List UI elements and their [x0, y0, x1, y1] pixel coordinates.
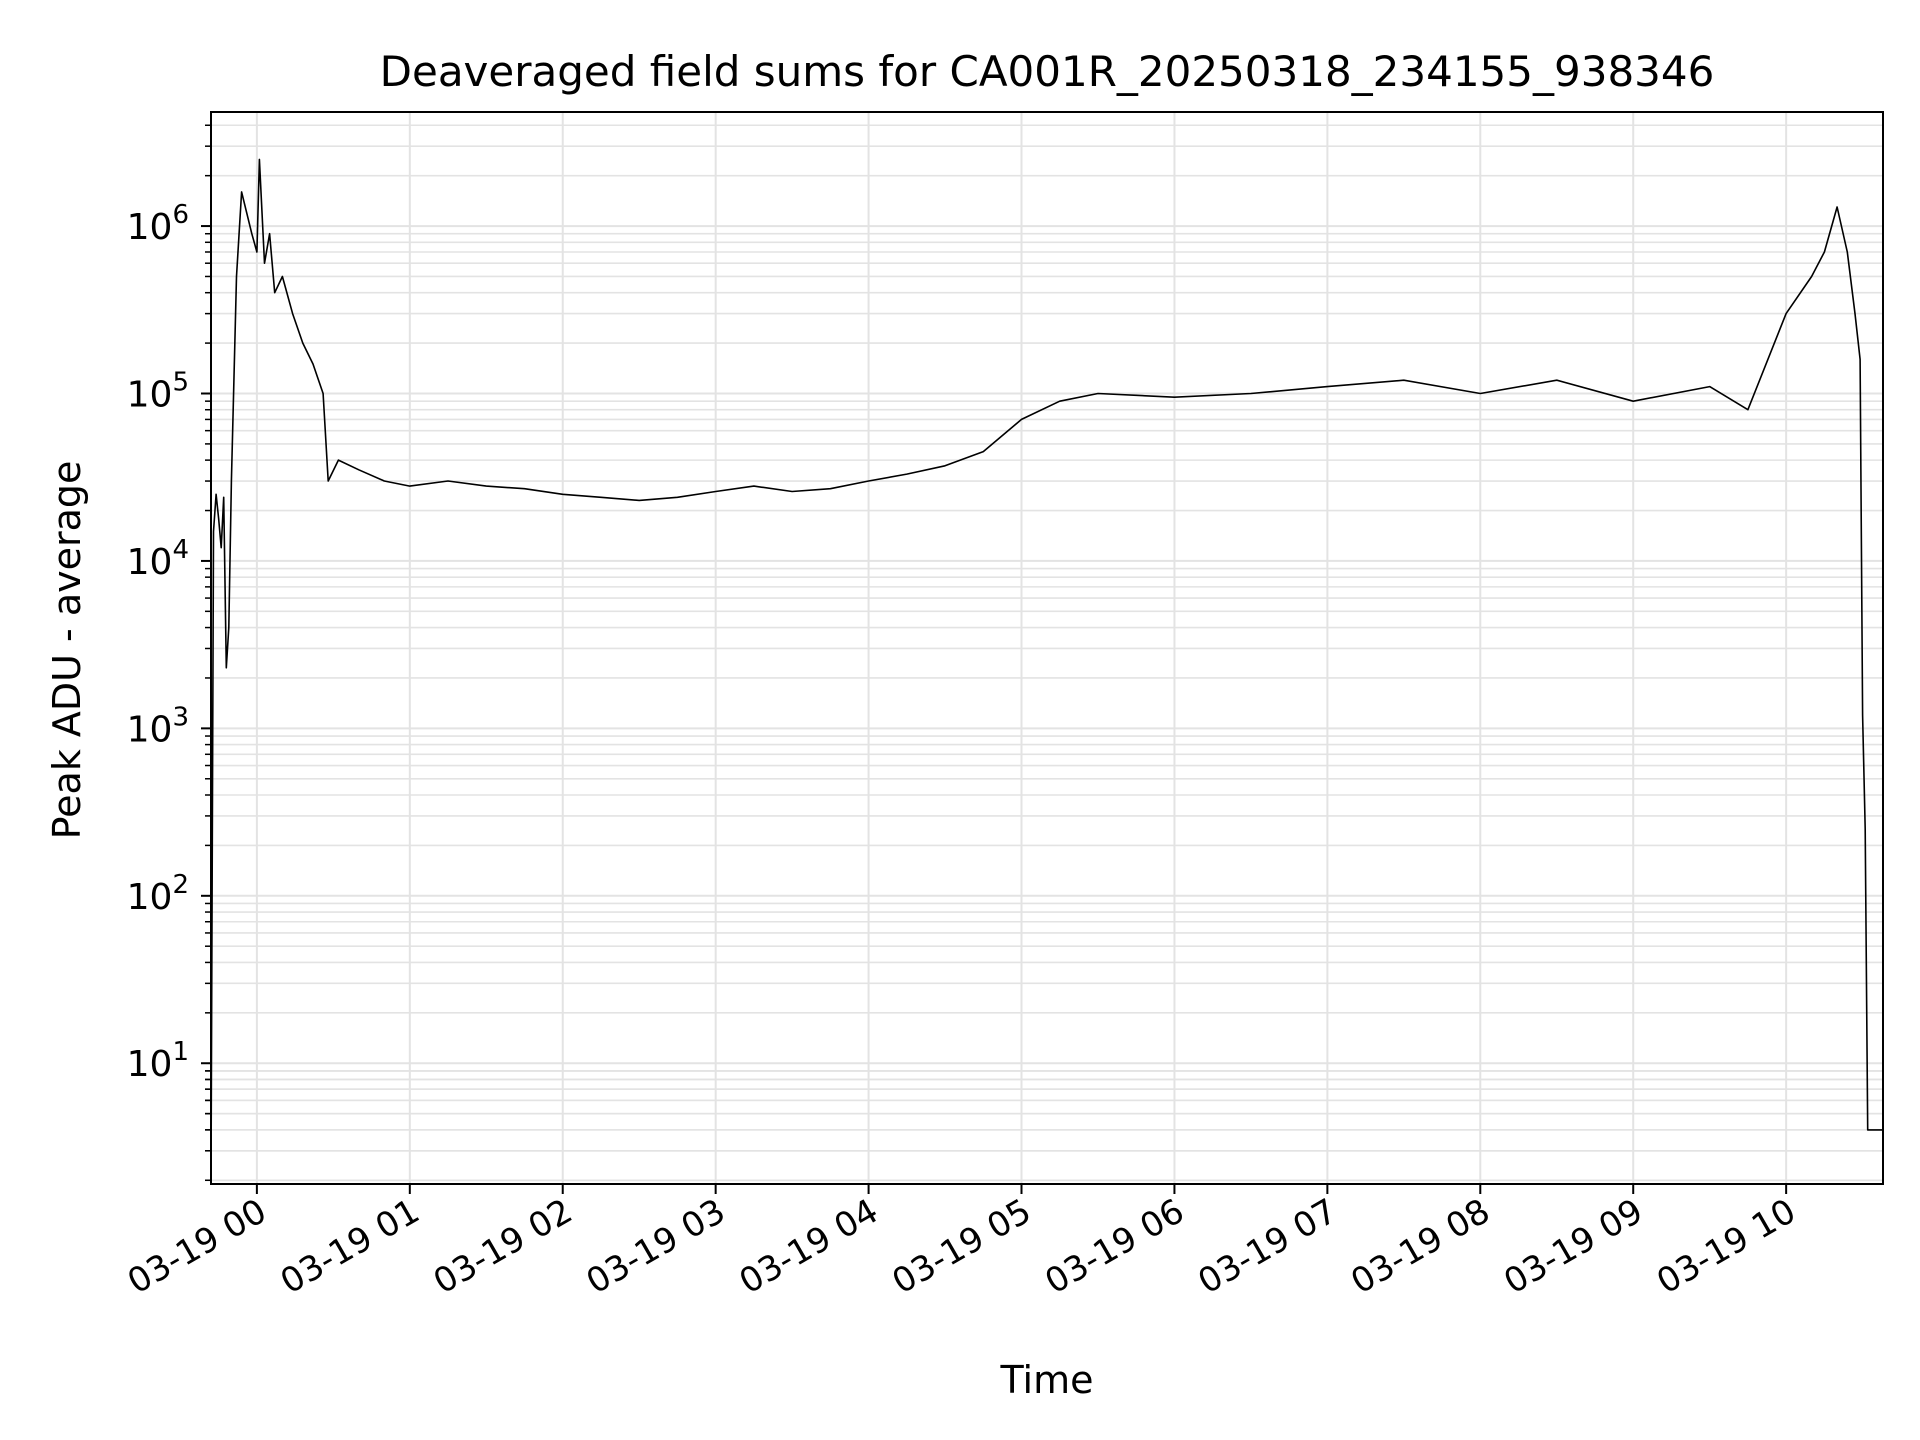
chart-title: Deaveraged field sums for CA001R_2025031…	[380, 47, 1715, 96]
x-tick-label: 03-19 00	[121, 1191, 273, 1302]
x-axis-label: Time	[1000, 1358, 1094, 1402]
x-tick-label: 03-19 02	[427, 1191, 579, 1302]
y-tick-label: 102	[127, 870, 189, 918]
x-tick-label: 03-19 07	[1191, 1191, 1343, 1302]
x-tick-label: 03-19 04	[733, 1191, 885, 1302]
x-axis: 03-19 00 03-19 01 03-19 02 03-19 03 03-19 04…	[121, 1184, 1803, 1302]
y-tick-label: 103	[127, 702, 189, 750]
y-axis-label: Peak ADU - average	[45, 461, 89, 840]
x-tick-label: 03-19 08	[1344, 1191, 1496, 1302]
x-tick-label: 03-19 03	[580, 1191, 732, 1302]
x-tick-label: 03-19 01	[274, 1191, 426, 1302]
y-tick-label: 101	[127, 1037, 189, 1085]
x-tick-label: 03-19 05	[886, 1191, 1038, 1302]
data-line-layer	[210, 158, 1883, 1181]
y-tick-label: 104	[127, 535, 189, 583]
series-line	[210, 158, 1883, 1181]
y-tick-label: 106	[127, 200, 189, 248]
x-tick-label: 03-19 10	[1650, 1191, 1802, 1302]
x-tick-label: 03-19 06	[1039, 1191, 1191, 1302]
x-tick-label: 03-19 09	[1497, 1191, 1649, 1302]
y-tick-label: 105	[127, 367, 189, 415]
y-axis: 101 102 103 104 105 106	[127, 124, 211, 1182]
grid	[211, 112, 1883, 1184]
